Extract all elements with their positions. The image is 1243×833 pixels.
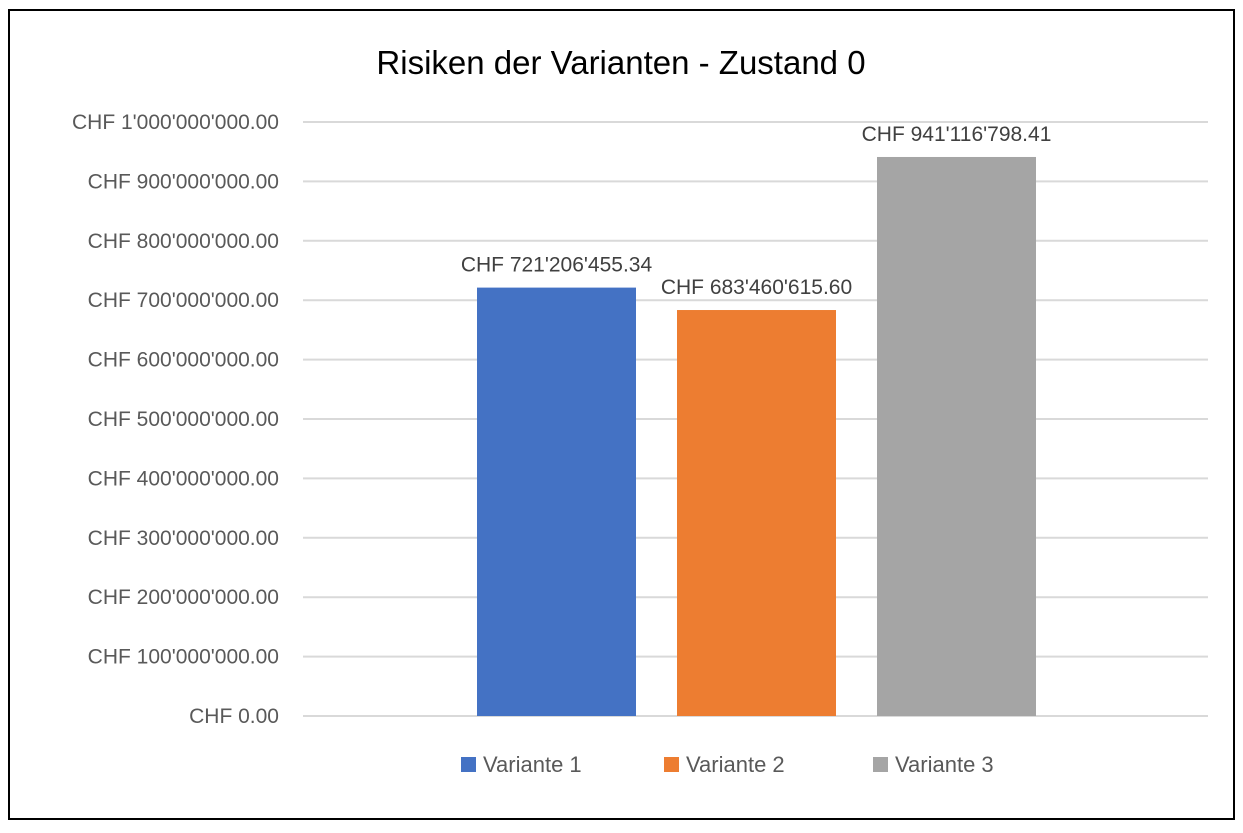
y-tick-label: CHF 300'000'000.00 xyxy=(88,527,279,550)
gridlines xyxy=(303,121,1208,717)
data-label-1: CHF 721'206'455.34 xyxy=(461,254,653,277)
y-tick-label: CHF 1'000'000'000.00 xyxy=(72,111,279,134)
data-label-3: CHF 941'116'798.41 xyxy=(862,123,1052,146)
y-tick-label: CHF 900'000'000.00 xyxy=(88,170,279,193)
bar-3 xyxy=(877,156,1036,716)
legend-label-1: Variante 1 xyxy=(483,752,582,777)
bar-1 xyxy=(477,287,636,716)
y-tick-label: CHF 400'000'000.00 xyxy=(88,467,279,490)
y-tick-label: CHF 600'000'000.00 xyxy=(88,349,279,372)
legend-label-2: Variante 2 xyxy=(686,752,785,777)
legend-swatch-1 xyxy=(461,757,476,772)
y-tick-label: CHF 700'000'000.00 xyxy=(88,289,279,312)
y-axis-ticks: CHF 0.00 CHF 100'000'000.00 CHF 200'000'00… xyxy=(72,111,279,728)
legend-label-3: Variante 3 xyxy=(895,752,994,777)
chart-title: Risiken der Varianten - Zustand 0 xyxy=(376,44,865,81)
y-tick-label: CHF 0.00 xyxy=(189,705,279,728)
y-tick-label: CHF 500'000'000.00 xyxy=(88,408,279,431)
data-label-2: CHF 683'460'615.60 xyxy=(661,276,852,299)
y-tick-label: CHF 800'000'000.00 xyxy=(88,230,279,253)
legend: Variante 1 Variante 2 Variante 3 xyxy=(461,752,994,777)
bar-2 xyxy=(677,310,836,716)
legend-swatch-2 xyxy=(664,757,679,772)
y-tick-label: CHF 200'000'000.00 xyxy=(88,586,279,609)
legend-swatch-3 xyxy=(873,757,888,772)
bars xyxy=(477,156,1036,716)
y-tick-label: CHF 100'000'000.00 xyxy=(88,646,279,669)
data-labels: CHF 721'206'455.34 CHF 683'460'615.60 CHF … xyxy=(461,123,1052,299)
